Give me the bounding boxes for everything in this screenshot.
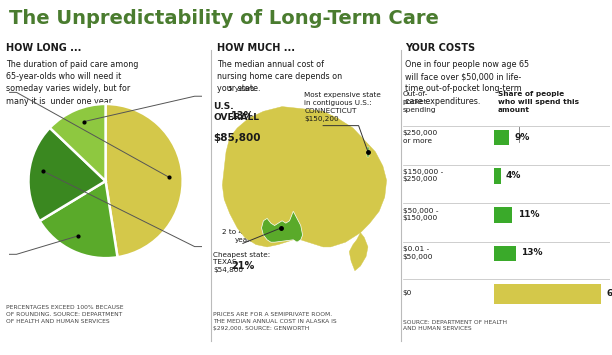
Text: YOUR COSTS: YOUR COSTS (405, 43, 476, 53)
Wedge shape (40, 181, 118, 258)
Text: $0: $0 (403, 290, 412, 296)
Text: $0.01 -
$50,000: $0.01 - $50,000 (403, 246, 433, 260)
Wedge shape (50, 104, 106, 181)
Polygon shape (261, 211, 302, 242)
FancyBboxPatch shape (494, 168, 501, 184)
Polygon shape (367, 147, 369, 157)
FancyBboxPatch shape (494, 207, 512, 223)
Text: U.S.
OVERALL: U.S. OVERALL (213, 102, 259, 122)
Wedge shape (105, 104, 182, 257)
Text: PERCENTAGES EXCEED 100% BECAUSE
OF ROUNDING. SOURCE: DEPARTMENT
OF HEALTH AND HU: PERCENTAGES EXCEED 100% BECAUSE OF ROUND… (6, 305, 124, 324)
FancyBboxPatch shape (494, 130, 509, 146)
Text: The duration of paid care among
65-year-olds who will need it
someday varies wid: The duration of paid care among 65-year-… (6, 60, 138, 105)
Text: The median annual cost of
nursing home care depends on
your state.: The median annual cost of nursing home c… (217, 60, 342, 93)
Text: 2 to 4.99
years: 2 to 4.99 years (222, 229, 255, 243)
Text: Share of people
who will spend this
amount: Share of people who will spend this amou… (498, 91, 579, 113)
Text: One in four people now age 65
will face over $50,000 in life-
time out-of-pocket: One in four people now age 65 will face … (405, 60, 529, 105)
Text: Most expensive state
in contiguous U.S.:
CONNECTICUT
$150,200: Most expensive state in contiguous U.S.:… (304, 92, 381, 121)
Wedge shape (29, 128, 105, 221)
Text: The Unpredictability of Long-Term Care: The Unpredictability of Long-Term Care (9, 9, 439, 28)
Text: $50,000 -
$150,000: $50,000 - $150,000 (403, 208, 438, 221)
Polygon shape (349, 233, 368, 271)
Text: Out-of-
pocket
spending: Out-of- pocket spending (403, 91, 436, 113)
Text: Cheapest state:
TEXAS
$54,800: Cheapest state: TEXAS $54,800 (213, 252, 271, 273)
Text: 4%: 4% (506, 171, 521, 180)
Text: $150,000 -
$250,000: $150,000 - $250,000 (403, 169, 443, 182)
FancyBboxPatch shape (494, 284, 601, 305)
Polygon shape (222, 106, 387, 247)
Text: 9%: 9% (514, 132, 529, 142)
Text: $250,000
or more: $250,000 or more (403, 130, 438, 144)
FancyBboxPatch shape (494, 246, 516, 261)
Text: 63%: 63% (606, 289, 612, 298)
Text: SOURCE: DEPARTMENT OF HEALTH
AND HUMAN SERVICES: SOURCE: DEPARTMENT OF HEALTH AND HUMAN S… (403, 320, 507, 332)
Text: 13%: 13% (521, 248, 543, 257)
Text: $85,800: $85,800 (213, 133, 261, 143)
Text: HOW MUCH ...: HOW MUCH ... (217, 43, 295, 53)
Text: PRICES ARE FOR A SEMIPRIVATE ROOM.
THE MEDIAN ANNUAL COST IN ALASKA IS
$292,000.: PRICES ARE FOR A SEMIPRIVATE ROOM. THE M… (213, 312, 337, 332)
Text: 11%: 11% (518, 210, 539, 219)
Text: 5 years: 5 years (228, 86, 255, 92)
Text: HOW LONG ...: HOW LONG ... (6, 43, 81, 53)
Text: 13%: 13% (231, 111, 255, 121)
Text: 21%: 21% (231, 261, 255, 271)
